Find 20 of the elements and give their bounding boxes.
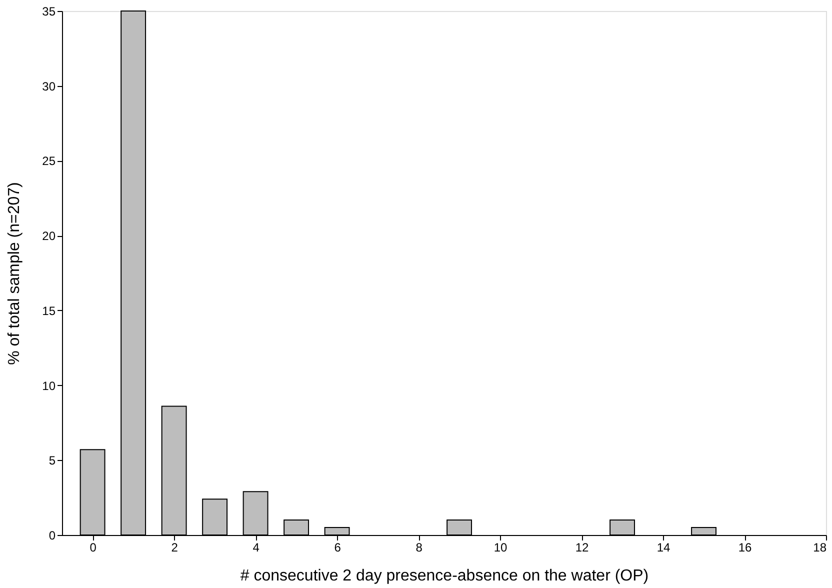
- y-axis-title: % of total sample (n=207): [6, 182, 24, 365]
- x-tick-label: 8: [416, 540, 423, 554]
- x-tick-label: 16: [738, 540, 752, 554]
- y-tick-label: 35: [42, 4, 56, 18]
- y-tick-label: 20: [42, 229, 56, 244]
- x-tick-label: 18: [813, 540, 827, 554]
- y-tick-label: 10: [42, 378, 56, 393]
- x-tick-label: 2: [171, 540, 178, 554]
- x-axis-title: # consecutive 2 day presence-absence on the water (OP): [240, 568, 649, 584]
- x-tick-label: 14: [656, 540, 671, 554]
- y-tick-label: 0: [48, 528, 56, 542]
- x-tick-label: 6: [334, 540, 342, 554]
- y-tick-label: 30: [42, 79, 56, 94]
- y-tick-label: 5: [48, 454, 56, 468]
- x-tick-label: 4: [252, 540, 260, 554]
- x-tick-label: 10: [494, 540, 508, 554]
- x-tick-label: 0: [90, 540, 97, 554]
- y-tick-label: 25: [42, 154, 56, 168]
- x-tick-label: 12: [575, 540, 590, 554]
- y-tick-label: 15: [42, 304, 56, 318]
